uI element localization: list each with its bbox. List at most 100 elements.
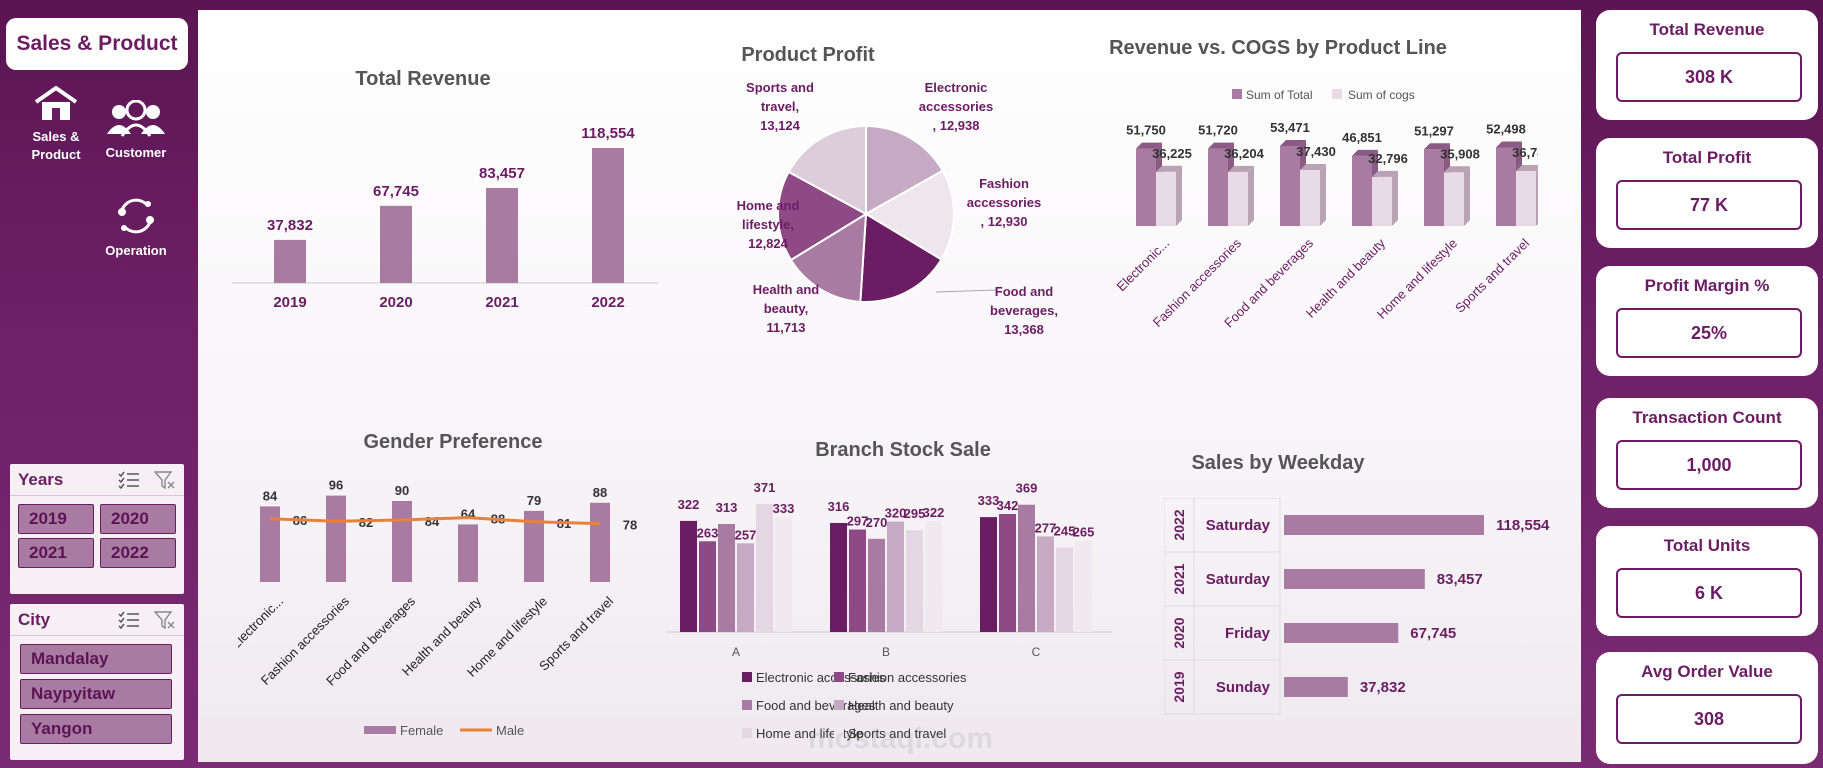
legend-swatch <box>834 672 844 682</box>
kpi-title: Total Units <box>1663 536 1751 555</box>
bar <box>1208 148 1228 226</box>
legend-swatch <box>834 728 844 738</box>
slicer-title: City <box>18 609 51 629</box>
pie-slice <box>859 212 943 303</box>
nav-label: Customer <box>105 145 167 160</box>
data-label: accessories <box>967 195 1041 210</box>
bar <box>999 514 1016 632</box>
legend-label: Food and beverages <box>756 698 876 713</box>
product-profit-chart: Electronic accessories , 12,938 Fashion acce… <box>737 80 1058 337</box>
city-chip-yangon[interactable]: Yangon <box>20 714 172 744</box>
chart-title: Product Profit <box>741 44 875 66</box>
bar-side <box>1464 166 1470 226</box>
year-chip-2020[interactable]: 2020 <box>100 504 176 534</box>
bar <box>1280 146 1300 226</box>
kpi-value: 308 <box>1616 694 1802 744</box>
bar <box>1075 540 1092 632</box>
kpi-total-units: Total Units 6 K <box>1596 526 1818 636</box>
total-revenue-chart: 37,832 2019 67,745 2020 83,457 2021 118,554 202… <box>232 125 658 311</box>
year-chip-2022[interactable]: 2022 <box>100 538 176 568</box>
data-label: 84 <box>425 514 440 529</box>
data-label: beverages, <box>990 303 1058 318</box>
years-slicer: Years 2019 2020 2021 2022 <box>10 464 184 594</box>
data-label: 12,824 <box>748 236 789 251</box>
bar <box>1284 569 1425 589</box>
legend-swatch <box>364 726 396 734</box>
revenue-vs-cogs-chart: Sum of Total Sum of cogs 51,750 36,225 Elect… <box>1113 88 1538 330</box>
bar <box>1284 677 1348 697</box>
data-label: 51,750 <box>1126 123 1166 138</box>
data-label: 118,554 <box>1496 517 1550 534</box>
bar-top <box>1280 140 1306 146</box>
data-label: 35,908 <box>1440 146 1480 161</box>
multi-select-icon[interactable] <box>118 610 140 630</box>
bar <box>1424 149 1444 226</box>
tick-label: 2022 <box>591 294 624 311</box>
data-label: 333 <box>773 501 795 516</box>
bar <box>849 529 866 632</box>
row-label-day: Friday <box>1225 625 1271 642</box>
legend-swatch <box>1232 89 1242 99</box>
nav-operation[interactable]: Operation <box>100 196 172 260</box>
bar-top <box>1496 141 1522 148</box>
data-label: , 12,938 <box>933 118 980 133</box>
row-label-day: Saturday <box>1206 517 1271 534</box>
city-chip-mandalay[interactable]: Mandalay <box>20 644 172 674</box>
data-label: Health and <box>753 282 820 297</box>
clear-filter-icon[interactable] <box>154 470 176 490</box>
tick-label: Electronic... <box>238 594 286 653</box>
bar <box>458 524 478 582</box>
bar <box>775 517 792 632</box>
nav-customer[interactable]: Customer <box>100 100 172 162</box>
data-label: Sports and <box>746 80 814 95</box>
data-label: 297 <box>847 514 869 529</box>
page-title[interactable]: Sales & Product <box>6 18 188 70</box>
kpi-title: Avg Order Value <box>1641 662 1773 681</box>
kpi-title: Transaction Count <box>1632 408 1782 427</box>
data-label: 320 <box>885 506 907 521</box>
bar <box>274 239 306 283</box>
chart-title: Total Revenue <box>355 68 491 90</box>
bar-top <box>1136 142 1162 149</box>
row-label-day: Saturday <box>1206 571 1271 588</box>
kpi-value: 1,000 <box>1616 440 1802 490</box>
nav-sales-product[interactable]: Sales & Product <box>20 86 92 164</box>
bar <box>980 517 997 632</box>
multi-select-icon[interactable] <box>118 470 140 490</box>
data-label: 67,745 <box>1410 625 1456 642</box>
bar <box>1516 171 1536 226</box>
bar <box>906 530 923 632</box>
nav-label: Sales & <box>32 129 80 144</box>
bar <box>1444 172 1464 226</box>
year-chip-2019[interactable]: 2019 <box>18 504 94 534</box>
year-chip-2021[interactable]: 2021 <box>18 538 94 568</box>
bar <box>1284 623 1399 643</box>
kpi-total-profit: Total Profit 77 K <box>1596 138 1818 248</box>
slicer-title: Years <box>18 469 64 489</box>
pie-slice <box>777 170 868 262</box>
city-chip-naypyitaw[interactable]: Naypyitaw <box>20 679 172 709</box>
bar <box>830 522 847 632</box>
bar <box>1018 504 1035 632</box>
legend-label: Health and beauty <box>848 698 954 713</box>
data-label: 37,430 <box>1296 144 1336 159</box>
row-label-year: 2021 <box>1171 563 1187 594</box>
nav-label: Product <box>31 147 81 162</box>
kpi-value: 25% <box>1616 308 1802 358</box>
leader-line <box>935 289 997 293</box>
tick-label: Home and lifestyle <box>1374 236 1460 322</box>
data-label: 257 <box>735 527 757 542</box>
bar <box>524 510 544 582</box>
clear-filter-icon[interactable] <box>154 610 176 630</box>
data-label: Electronic <box>925 80 988 95</box>
data-label: 36,204 <box>1224 146 1265 161</box>
data-label: 32,796 <box>1368 151 1408 166</box>
data-label: 53,471 <box>1270 120 1310 135</box>
bar <box>326 495 346 582</box>
bar <box>868 538 885 632</box>
cycle-icon <box>118 198 154 234</box>
sales-by-weekday-chart: 2022 Saturday 118,554 2021 Saturday 83,457 202… <box>1164 498 1550 715</box>
bar-top <box>1300 163 1326 170</box>
data-label: 277 <box>1035 520 1057 535</box>
data-label: 52,498 <box>1486 121 1526 136</box>
